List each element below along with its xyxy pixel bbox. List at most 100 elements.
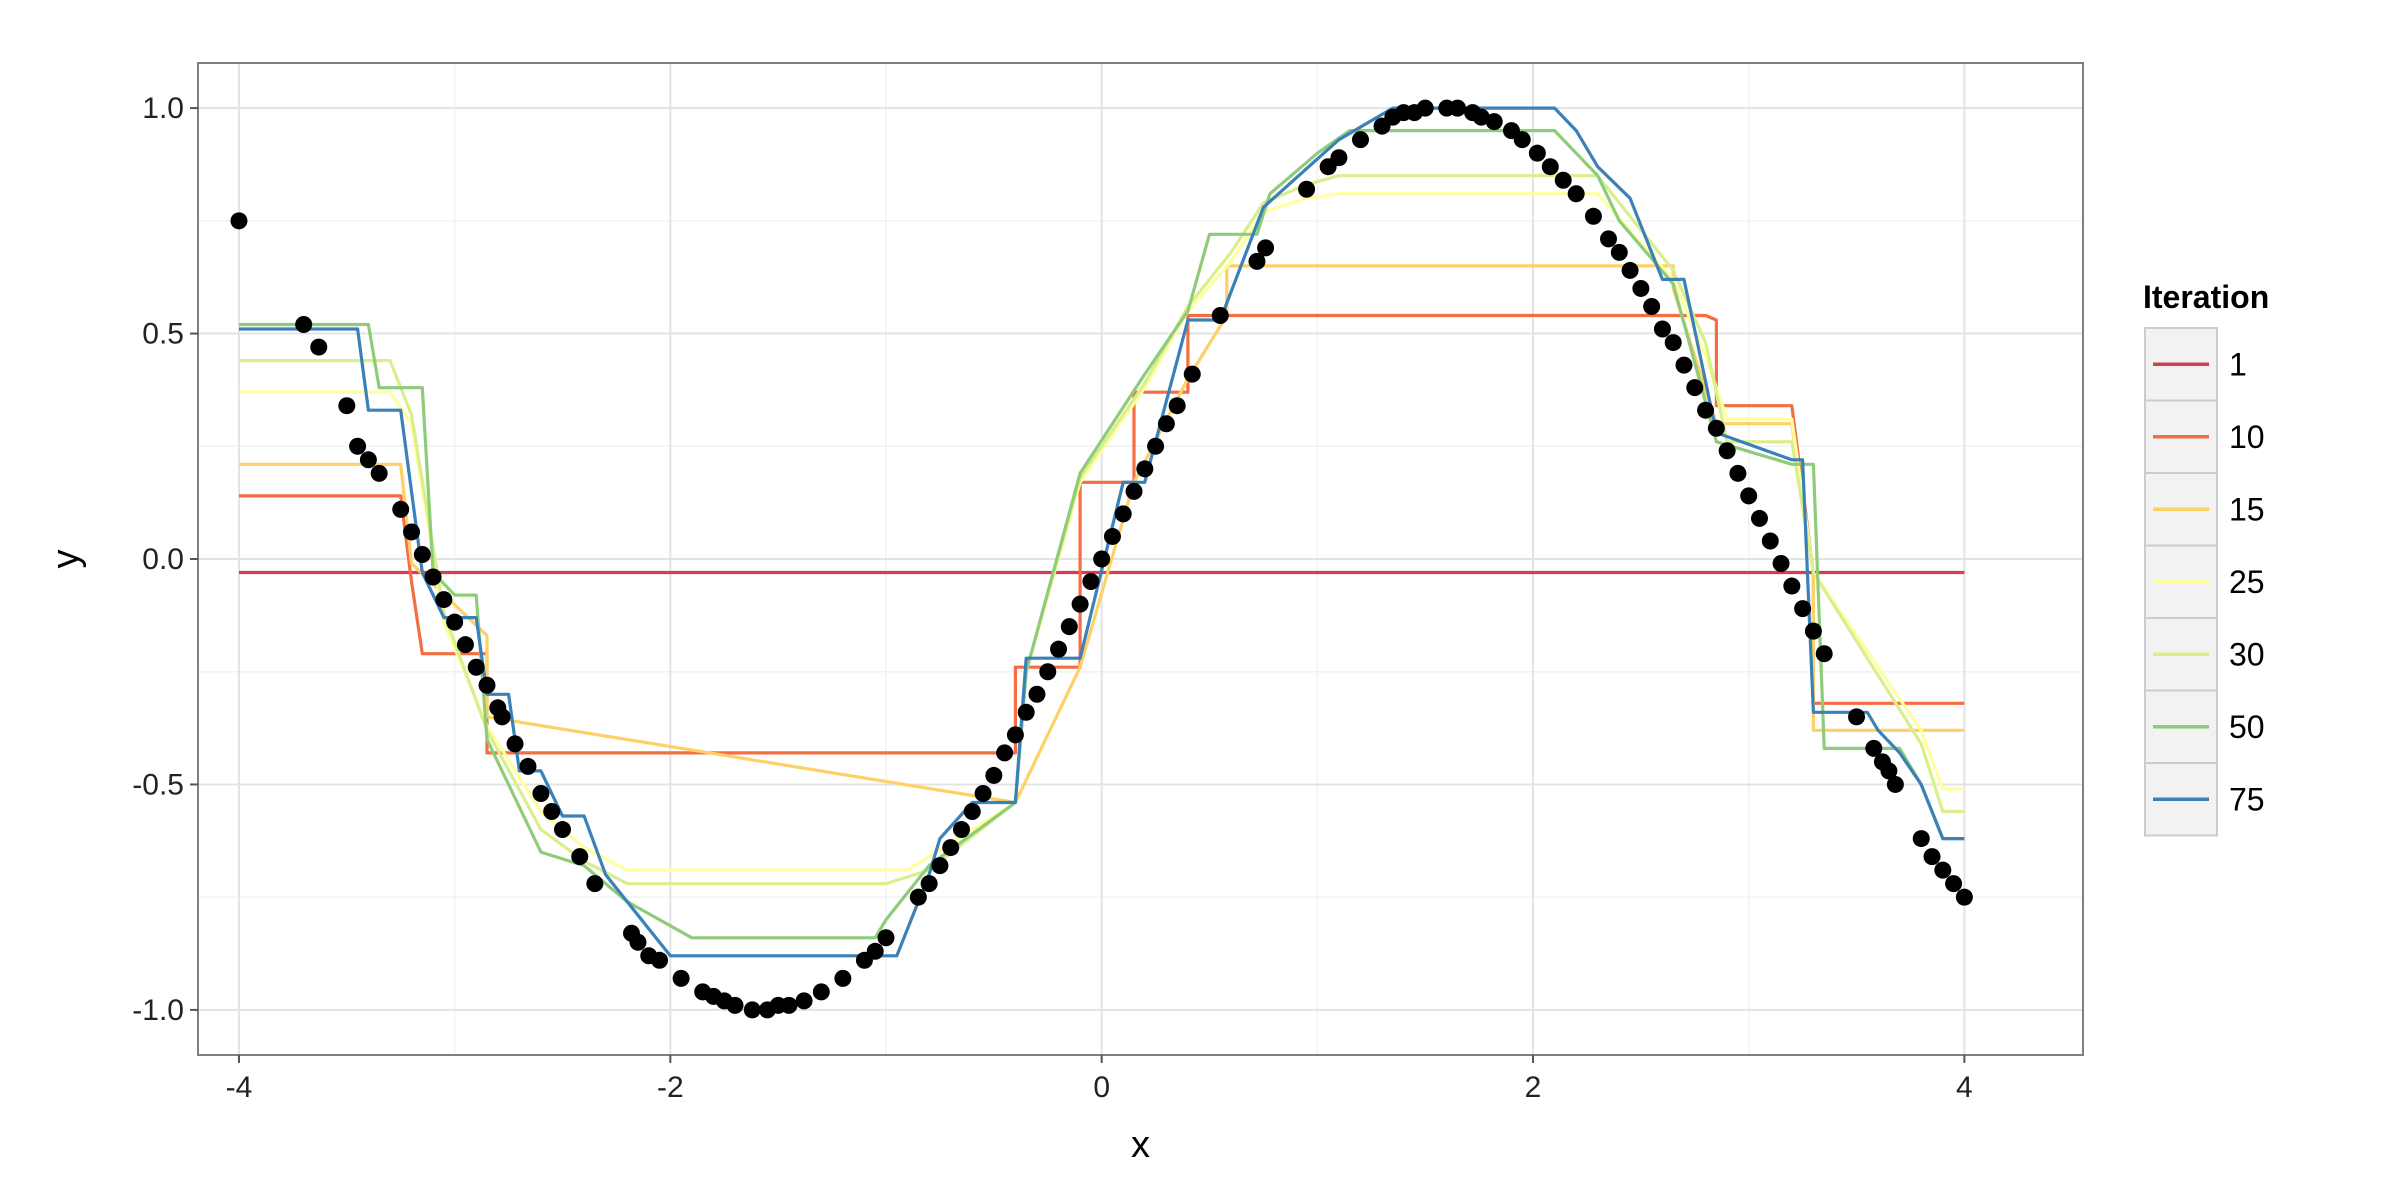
data-point: [586, 875, 604, 893]
legend-item-75: 75: [2144, 762, 2265, 837]
legend-label: 15: [2229, 491, 2265, 527]
y-axis: -1.0 -0.5 0.0 0.5 1.0: [132, 92, 198, 1027]
data-point: [349, 437, 367, 455]
x-tick-label: -2: [657, 1071, 684, 1104]
data-point: [743, 1001, 761, 1019]
data-point: [1865, 739, 1883, 757]
data-point: [1416, 99, 1434, 117]
legend-item-15: 15: [2144, 472, 2265, 547]
data-point: [1006, 726, 1024, 744]
data-point: [795, 992, 813, 1010]
data-point: [424, 568, 442, 586]
data-point: [985, 766, 1003, 784]
data-point: [974, 784, 992, 802]
legend-item-25: 25: [2144, 544, 2265, 619]
data-point: [834, 969, 852, 987]
data-point: [1211, 307, 1229, 325]
data-point: [359, 451, 377, 469]
data-point: [1071, 595, 1089, 613]
data-point: [1804, 622, 1822, 640]
data-point: [1513, 131, 1531, 149]
data-point: [1248, 252, 1266, 270]
data-point: [1664, 334, 1682, 352]
data-point: [629, 933, 647, 951]
data-point: [1697, 401, 1715, 419]
data-point: [1485, 113, 1503, 131]
data-point: [1028, 685, 1046, 703]
data-point: [553, 821, 571, 839]
data-point: [1934, 861, 1952, 879]
data-point: [1257, 239, 1275, 257]
data-point: [478, 676, 496, 694]
legend-item-1: 1: [2144, 327, 2247, 402]
data-point: [1541, 158, 1559, 176]
data-point: [1621, 261, 1639, 279]
data-point: [1880, 762, 1898, 780]
data-point: [931, 857, 949, 875]
data-point: [1472, 108, 1490, 126]
y-tick-label: -0.5: [132, 768, 184, 801]
x-tick-label: -4: [226, 1071, 253, 1104]
data-point: [467, 658, 485, 676]
data-point: [996, 744, 1014, 762]
data-point: [1783, 577, 1801, 595]
data-point: [963, 803, 981, 821]
legend-item-10: 10: [2144, 399, 2265, 474]
data-point: [403, 523, 421, 541]
data-point: [230, 212, 248, 230]
data-point: [1632, 279, 1650, 297]
data-point: [392, 500, 410, 518]
legend-item-30: 30: [2144, 617, 2265, 692]
x-tick-label: 2: [1525, 1071, 1542, 1104]
data-point: [1729, 464, 1747, 482]
series-line-50: [239, 129, 1965, 940]
data-point: [1050, 640, 1068, 658]
data-point: [1039, 663, 1057, 681]
data-point: [1147, 437, 1165, 455]
data-point: [1923, 848, 1941, 866]
legend-label: 1: [2229, 346, 2247, 382]
legend-item-50: 50: [2144, 689, 2265, 764]
data-point: [1082, 573, 1100, 591]
grid: [198, 63, 2083, 1055]
data-point: [1718, 442, 1736, 460]
data-point: [1136, 460, 1154, 478]
legend-label: 30: [2229, 636, 2265, 672]
series-line-25: [239, 192, 1965, 872]
data-point: [1886, 775, 1904, 793]
data-point: [1600, 230, 1618, 248]
data-point: [1567, 185, 1585, 203]
data-point: [812, 983, 830, 1001]
data-point: [1168, 397, 1186, 415]
data-point: [413, 545, 431, 563]
x-axis-title: x: [1131, 1124, 1150, 1166]
data-point: [1772, 555, 1790, 573]
data-point: [1103, 527, 1121, 545]
x-tick-label: 0: [1093, 1071, 1110, 1104]
data-point: [909, 888, 927, 906]
data-point: [456, 636, 474, 654]
series-line-75: [239, 106, 1965, 958]
data-point: [1351, 131, 1369, 149]
data-point: [1298, 180, 1316, 198]
data-point: [651, 951, 669, 969]
data-point: [1183, 365, 1201, 383]
data-point: [571, 848, 589, 866]
data-point: [1794, 600, 1812, 618]
data-point: [1554, 171, 1572, 189]
data-point: [1157, 415, 1175, 433]
data-point: [952, 821, 970, 839]
data-point: [1761, 532, 1779, 550]
data-point: [493, 708, 511, 726]
data-point: [370, 464, 388, 482]
data-point: [310, 338, 328, 356]
data-point: [1912, 830, 1930, 848]
data-point: [942, 839, 960, 857]
x-tick-label: 4: [1956, 1071, 1973, 1104]
data-point: [1093, 550, 1111, 568]
data-point: [338, 397, 356, 415]
legend-label: 10: [2229, 419, 2265, 455]
data-point: [295, 316, 313, 334]
series-layer: [239, 106, 1965, 958]
